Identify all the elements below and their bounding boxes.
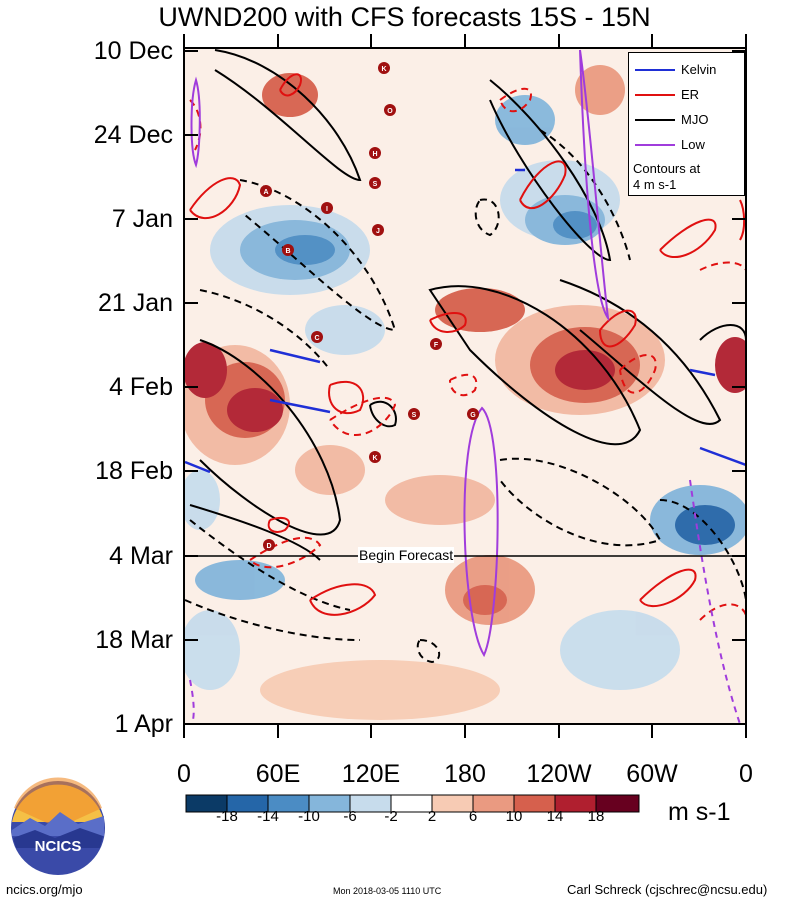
x-tick-label: 120E	[341, 760, 401, 788]
svg-text:F: F	[434, 342, 439, 349]
chart-title: UWND200 with CFS forecasts 15S - 15N	[158, 2, 651, 32]
colorbar	[185, 794, 640, 813]
footer-author: Carl Schreck (cjschrec@ncsu.edu)	[567, 882, 768, 897]
svg-text:H: H	[372, 151, 377, 158]
storm-marker: K	[378, 62, 390, 74]
storm-marker: B	[282, 244, 294, 256]
legend-swatch	[635, 144, 675, 146]
storm-marker: F	[430, 338, 442, 350]
legend-label: Kelvin	[681, 62, 717, 77]
storm-marker: G	[467, 408, 479, 420]
legend-note-line: Contours at	[633, 161, 701, 176]
x-tick-label: 60E	[255, 760, 301, 788]
colorbar-units: m s-1	[668, 798, 731, 826]
y-ticks	[184, 50, 746, 725]
legend-label: ER	[681, 87, 700, 102]
svg-text:B: B	[285, 248, 290, 255]
colorbar-label: -14	[257, 808, 279, 825]
colorbar-label: 10	[505, 808, 523, 825]
colorbar-label: -2	[384, 808, 398, 825]
x-tick-label: 60W	[626, 760, 678, 788]
storm-marker: S	[408, 408, 420, 420]
colorbar-label: -6	[343, 808, 357, 825]
ncics-logo-icon	[11, 777, 105, 875]
er-contours	[189, 73, 746, 621]
legend-item-kelvin: Kelvin	[633, 61, 745, 79]
y-tick-label: 4 Mar	[109, 542, 173, 570]
x-tick-label: 180	[444, 760, 486, 788]
footer-timestamp: Mon 2018-03-05 1110 UTC	[333, 886, 442, 896]
storm-marker: D	[263, 539, 275, 551]
colorbar-label: -10	[298, 808, 320, 825]
storm-marker: S	[369, 177, 381, 189]
svg-text:O: O	[387, 108, 393, 115]
begin-forecast-label: Begin Forecast	[358, 547, 455, 563]
colorbar-label: -18	[216, 808, 238, 825]
storm-marker: O	[384, 104, 396, 116]
svg-text:I: I	[326, 206, 328, 213]
y-tick-label: 24 Dec	[93, 121, 173, 149]
legend-item-mjo: MJO	[633, 111, 745, 129]
colorbar-bin	[431, 794, 474, 813]
legend-item-low: Low	[633, 136, 745, 154]
y-tick-label: 10 Dec	[93, 37, 173, 65]
colorbar-label: 18	[587, 808, 605, 825]
legend-note: Contours at 4 m s-1	[633, 161, 700, 193]
y-tick-label: 4 Feb	[109, 373, 173, 401]
svg-text:S: S	[412, 412, 417, 419]
x-tick-label: 0	[739, 760, 753, 788]
legend-swatch	[635, 94, 675, 96]
colorbar-label: 2	[427, 808, 437, 825]
svg-text:D: D	[266, 543, 271, 550]
x-ticks	[183, 34, 747, 738]
svg-text:K: K	[381, 66, 386, 73]
y-tick-label: 1 Apr	[114, 710, 173, 738]
kelvin-contours	[184, 168, 746, 474]
y-tick-label: 18 Mar	[95, 626, 173, 654]
svg-text:A: A	[263, 189, 268, 196]
mjo-contours	[184, 49, 746, 664]
storm-marker: I	[321, 202, 333, 214]
y-tick-label: 7 Jan	[111, 205, 173, 233]
y-tick-label: 18 Feb	[95, 457, 173, 485]
colorbar-label: 14	[546, 808, 564, 825]
colorbar-label: 6	[468, 808, 478, 825]
low-contours	[189, 49, 741, 724]
y-tick-label: 21 Jan	[97, 289, 173, 317]
svg-text:G: G	[470, 412, 476, 419]
svg-text:S: S	[373, 181, 378, 188]
footer-site-link[interactable]: ncics.org/mjo	[6, 882, 83, 897]
colorbar-bin	[595, 794, 640, 813]
logo-text: NCICS	[34, 838, 82, 855]
legend-item-er: ER	[633, 86, 745, 104]
legend-label: MJO	[681, 112, 709, 127]
storm-marker: K	[369, 451, 381, 463]
storm-marker: A	[260, 185, 272, 197]
legend-note-line: 4 m s-1	[633, 177, 677, 192]
legend-label: Low	[681, 137, 705, 152]
svg-text:C: C	[314, 335, 319, 342]
x-tick-label: 0	[177, 760, 191, 788]
svg-text:K: K	[372, 455, 377, 462]
storm-marker: H	[369, 147, 381, 159]
x-tick-label: 120W	[526, 760, 592, 788]
svg-text:J: J	[376, 228, 380, 235]
legend: Kelvin ER MJO Low Contours at 4 m s-1	[628, 52, 745, 196]
legend-swatch	[635, 119, 675, 121]
storm-marker: J	[372, 224, 384, 236]
storm-markers: K O H S A I J B C F S G K D	[260, 62, 479, 551]
storm-marker: C	[311, 331, 323, 343]
positive-anomaly-shading	[184, 65, 746, 720]
legend-swatch	[635, 69, 675, 71]
